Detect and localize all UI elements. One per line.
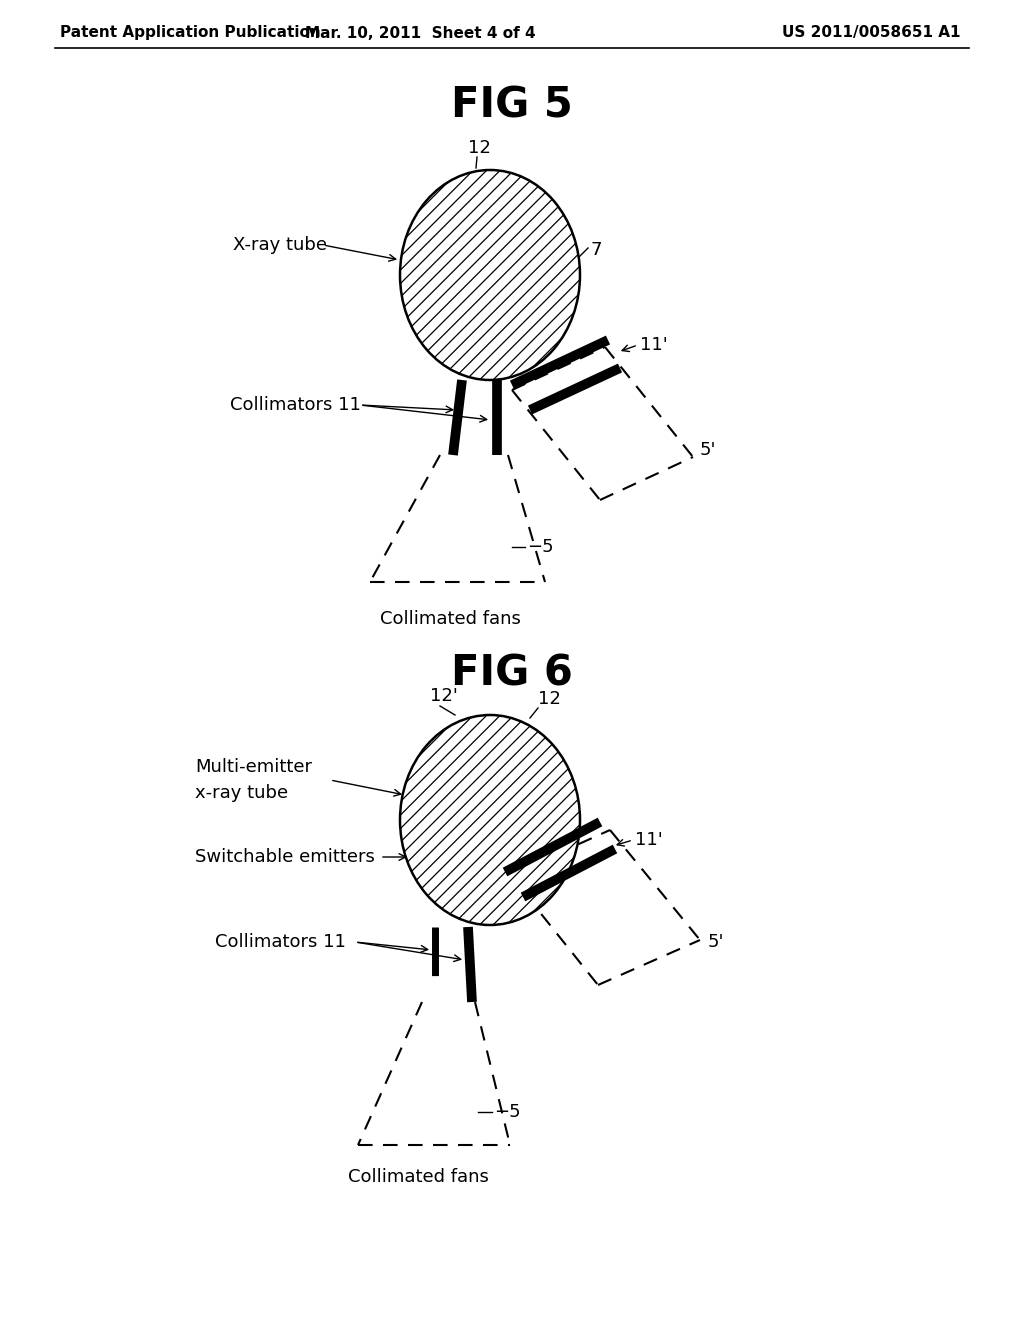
Text: X-ray tube: X-ray tube <box>233 236 327 253</box>
Text: 5': 5' <box>700 441 717 459</box>
Text: Multi-emitter
x-ray tube: Multi-emitter x-ray tube <box>195 759 312 801</box>
Text: 11': 11' <box>640 337 668 354</box>
Text: 12: 12 <box>468 139 490 157</box>
Text: Collimators 11: Collimators 11 <box>230 396 360 414</box>
Text: Switchable emitters: Switchable emitters <box>195 847 375 866</box>
Ellipse shape <box>400 170 580 380</box>
Text: Mar. 10, 2011  Sheet 4 of 4: Mar. 10, 2011 Sheet 4 of 4 <box>305 25 536 41</box>
Text: 12: 12 <box>538 690 561 708</box>
Text: FIG 5: FIG 5 <box>452 84 572 127</box>
Text: Collimators 11: Collimators 11 <box>215 933 346 950</box>
Text: −5: −5 <box>527 539 554 556</box>
Ellipse shape <box>400 715 580 925</box>
Text: Collimated fans: Collimated fans <box>347 1168 488 1185</box>
Text: Collimated fans: Collimated fans <box>380 610 520 628</box>
Text: 11': 11' <box>635 832 663 849</box>
Text: US 2011/0058651 A1: US 2011/0058651 A1 <box>781 25 961 41</box>
Text: 12': 12' <box>430 686 458 705</box>
Text: FIG 6: FIG 6 <box>451 652 573 694</box>
Text: −5: −5 <box>494 1104 520 1121</box>
Text: 7: 7 <box>590 242 601 259</box>
Text: 5': 5' <box>708 933 725 950</box>
Text: Patent Application Publication: Patent Application Publication <box>60 25 321 41</box>
